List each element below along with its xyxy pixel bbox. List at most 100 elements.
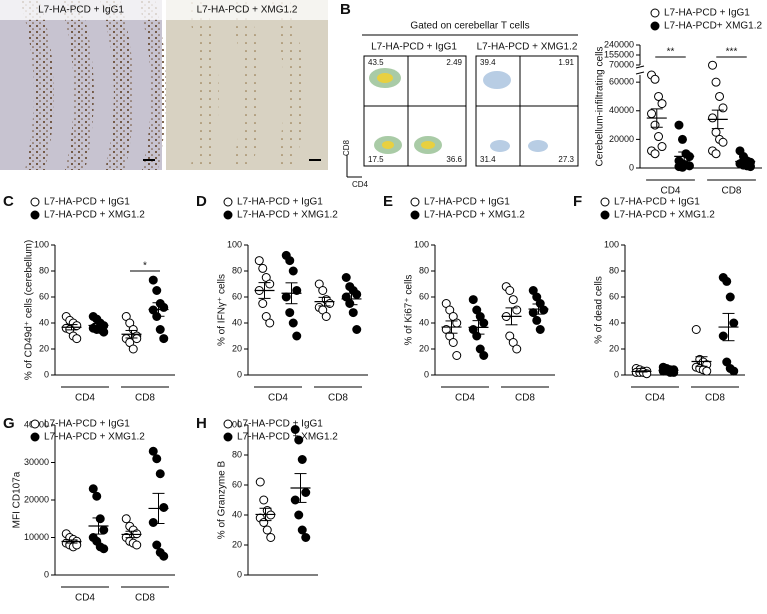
flow-title: Gated on cerebellar T cells [410,21,529,32]
data-point [72,540,82,550]
data-point [657,99,667,109]
y-axis-label: % of IFNγ⁺ cells [217,274,228,346]
data-point [452,318,462,328]
data-point [711,77,721,87]
y-tick-label: 80 [232,449,242,459]
data-point [258,263,268,273]
data-point [88,484,98,494]
y-tick-label: 10000 [24,532,49,542]
data-point [255,477,265,487]
y-tick-label: 0 [424,369,429,379]
y-tick-label: 0 [614,369,619,379]
legend-swatch [650,8,660,18]
data-point [479,351,489,360]
y-tick-label: 40000 [609,105,634,115]
y-tick-label: 100 [604,239,619,249]
y-tick-label: 80 [419,265,429,275]
y-axis-label: Cerebellum-infiltrating cells [595,46,606,166]
y-tick-label: 20000 [609,134,634,144]
data-point [725,292,735,302]
x-tick-label: CD4 [660,186,680,197]
data-point [650,74,660,84]
data-point [301,533,311,542]
y-tick-label: 20000 [24,494,49,504]
significance: *** [726,47,738,58]
data-point [152,540,162,550]
data-point [718,103,728,113]
y-tick-label: 80 [232,265,242,275]
x-tick-label: CD4 [645,393,665,404]
panel-letter: F [573,193,582,210]
legend-label: L7-HA-PCD + XMG1.2 [44,432,145,443]
quadrant-value: 27.3 [558,155,574,164]
data-point [729,318,739,328]
legend-label: L7-HA-PCD + IgG1 [44,197,130,208]
data-point [729,366,739,376]
data-point [132,540,142,550]
data-point [708,60,718,70]
legend-label: L7-HA-PCD + IgG1 [614,197,700,208]
y-tick-label: 0 [237,569,242,579]
data-point [654,91,664,101]
data-point [95,514,105,524]
data-point [650,149,660,159]
y-tick-label: 60 [232,291,242,301]
quadrant-value: 1.91 [558,58,574,67]
data-point [745,162,755,172]
y-tick-label: 0 [237,369,242,379]
legend-label: L7-HA-PCD + XMG1.2 [614,210,715,221]
x-tick-label: CD8 [135,593,155,604]
legend-swatch [223,419,233,429]
data-point [288,318,298,328]
data-point [352,325,362,334]
y-axis-label: MFI CD107a [12,471,23,528]
flow-label: L7-HA-PCD + XMG1.2 [477,42,578,53]
data-point [159,551,169,561]
y-axis-label: % of dead cells [594,276,605,344]
data-point [468,295,478,305]
data-point [99,525,109,535]
data-point [702,366,712,376]
y-tick-label: 20 [232,343,242,353]
data-point [128,344,138,354]
legend-label: L7-HA-PCD + XMG1.2 [237,210,338,221]
data-point [155,469,165,479]
y-tick-label: 100 [34,239,49,249]
legend-swatch [223,210,233,220]
data-point [292,286,302,295]
data-point [159,334,169,344]
x-tick-label: CD8 [705,393,725,404]
data-point [318,286,328,295]
data-point [294,510,304,520]
legend-label: L7-HA-PCD + IgG1 [237,419,323,430]
legend-swatch [223,197,233,207]
panel-letter: E [383,193,393,210]
y-tick-label: 60 [609,291,619,301]
data-point [285,256,295,266]
y-tick-label: 80 [609,265,619,275]
panel-letter: B [340,1,351,18]
data-point [722,276,732,286]
axis-label: CD4 [352,180,369,189]
data-point [159,503,169,512]
y-tick-label: 40 [232,509,242,519]
data-point [301,488,311,497]
data-point [266,533,276,542]
x-tick-label: CD8 [135,393,155,404]
data-point [92,491,102,501]
legend-swatch [600,210,610,220]
data-point [258,299,268,308]
image-stripes [185,0,304,170]
data-point [265,279,275,289]
data-point [265,318,275,328]
data-point [352,289,362,299]
legend-label: L7-HA-PCD + IgG1 [44,419,130,430]
data-point [148,446,158,456]
image-stripes [20,0,167,170]
y-tick-label: 40 [419,317,429,327]
y-tick-label: 20 [419,343,429,353]
data-point [297,525,307,535]
data-point [290,425,300,434]
data-point [72,334,82,344]
